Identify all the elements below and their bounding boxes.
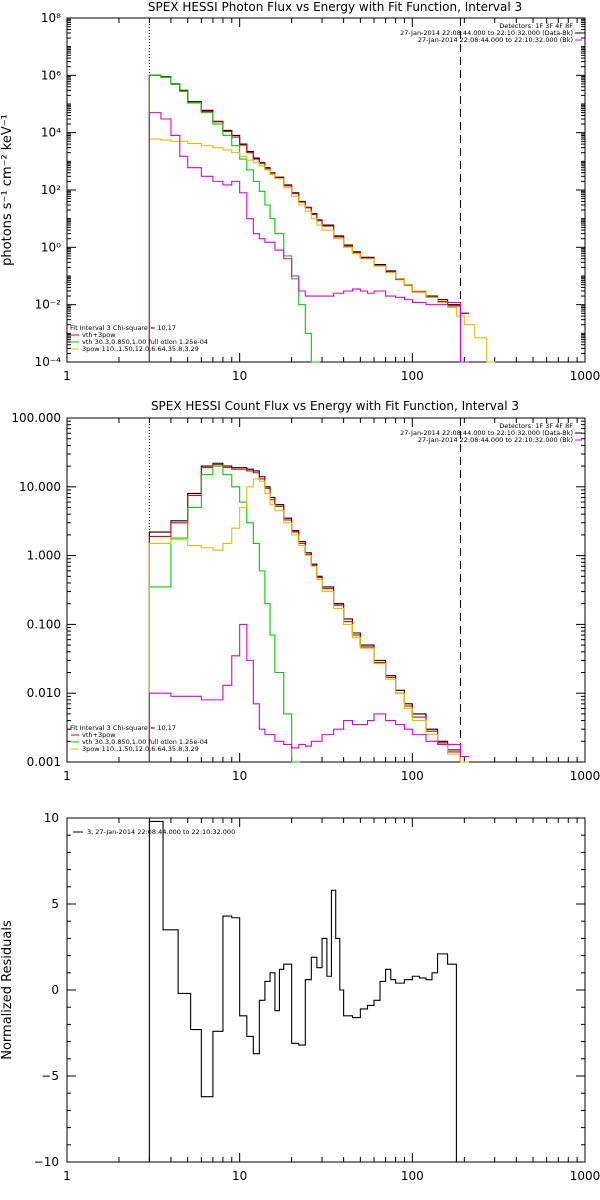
y-tick-label: 10⁸ — [41, 11, 61, 25]
y-tick-label: 10 — [44, 811, 59, 825]
legend-bottom-left-entry: vth+3pow — [82, 731, 116, 739]
y-tick-label: 1.000 — [27, 549, 61, 563]
series-data-bk — [148, 74, 469, 362]
x-tick-label: 1 — [63, 1169, 71, 1183]
panel-1-marks: 1 10 100 1000 10⁻⁴ 10⁻² 10⁰ 10² 10⁴ 10⁶ 10⁸ Detecto… — [35, 11, 600, 383]
y-tick-label: 0.001 — [27, 755, 61, 769]
count-flux-panel: SPEX HESSI Count Flux vs Energy with Fit… — [11, 399, 600, 783]
x-tick-label: 10 — [232, 1169, 247, 1183]
residuals-panel: Normalized Residuals 1 10 100 1000 −10 −5 0 5 10… — [0, 811, 600, 1183]
y-tick-label: 100.000 — [11, 411, 61, 425]
legend-entry: 3, 27-Jan-2014 22:08:44.000 to 22:10:32.… — [87, 828, 235, 836]
legend-bottom-left-entry: 3pow 110.,1.50,12.0,6.64,35.8,3.29 — [82, 345, 199, 353]
panel-2-title: SPEX HESSI Count Flux vs Energy with Fit… — [151, 399, 519, 413]
y-tick-label: 10⁶ — [41, 68, 61, 82]
legend-top-right-entry: Detectors: 1F 3F 4F 8F — [499, 422, 573, 430]
y-tick-label: 10² — [41, 183, 61, 197]
panel-3-ylabel: Normalized Residuals — [0, 920, 15, 1060]
x-tick-label: 100 — [401, 769, 424, 783]
legend-top-right-entry: Detectors: 1F 3F 4F 8F — [499, 22, 573, 30]
x-tick-label: 100 — [401, 369, 424, 383]
legend-top-right-entry: 27-Jan-2014 22:08:44.000 to 22:10:32.000… — [400, 429, 573, 437]
y-tick-label: 10⁻⁴ — [35, 355, 62, 369]
plot-frame — [66, 17, 586, 363]
panel-1-title: SPEX HESSI Photon Flux vs Energy with Fi… — [148, 0, 522, 14]
legend-bottom-left-entry: Fit Interval 3 Chi-square = 10.17 — [70, 324, 176, 332]
legend-bottom-left-entry: vth 30.3,0.850,1.00 full otlon 1.25e-04 — [82, 738, 208, 746]
legend-bottom-left-entry: vth+3pow — [82, 331, 116, 339]
y-tick-label: 0.100 — [27, 617, 61, 631]
series-vth-3pow — [148, 74, 469, 362]
legend-bottom-left-entry: 3pow 110.,1.50,12.0,6.64,35.8,3.29 — [82, 745, 199, 753]
series-vth — [148, 74, 320, 363]
photon-flux-panel: SPEX HESSI Photon Flux vs Energy with Fi… — [0, 0, 600, 383]
panel-2-marks: 1 10 100 1000 0.001 0.010 0.100 1.000 10.000 100.… — [11, 411, 600, 783]
x-tick-label: 1 — [63, 769, 71, 783]
x-tick-label: 1000 — [570, 769, 600, 783]
series-bk — [148, 623, 469, 762]
x-tick-label: 10 — [232, 769, 247, 783]
panel-3-marks: 1 10 100 1000 −10 −5 0 5 10 3, 27-Jan-2014 22:08:… — [34, 811, 600, 1183]
y-tick-label: 10⁴ — [41, 126, 61, 140]
series-bk — [148, 112, 469, 363]
x-tick-label: 1000 — [570, 369, 600, 383]
legend-top-right-entry: 27-Jan-2014 22:08:44.000 to 22:10:32.000… — [418, 36, 573, 44]
legend-bottom-left-entry: Fit Interval 3 Chi-square = 10.17 — [70, 724, 176, 732]
series-3-27-jan-2014-22-08-44-000-to-22-10-32-000 — [148, 820, 461, 1163]
y-tick-label: 10.000 — [19, 480, 61, 494]
y-tick-label: −5 — [41, 1069, 59, 1083]
series-3pow — [148, 478, 469, 763]
y-tick-label: 5 — [51, 897, 59, 911]
panel-1-ylabel: photons s⁻¹ cm⁻² keV⁻¹ — [0, 114, 15, 266]
legend-top-right-entry: 27-Jan-2014 22:08:44.000 to 22:10:32.000… — [400, 29, 573, 37]
x-tick-label: 1 — [63, 369, 71, 383]
x-tick-label: 10 — [232, 369, 247, 383]
y-tick-label: 10⁰ — [41, 240, 61, 254]
series-3pow — [148, 138, 496, 363]
series-vth-3pow — [148, 464, 469, 763]
plot-frame — [66, 417, 586, 763]
y-tick-label: 10⁻² — [35, 298, 62, 312]
legend-bottom-left-entry: vth 30.3,0.850,1.00 full otlon 1.25e-04 — [82, 338, 208, 346]
legend-top-right-entry: 27-Jan-2014 22:08:44.000 to 22:10:32.000… — [418, 436, 573, 444]
plot-frame — [66, 817, 586, 1163]
y-tick-label: 0 — [51, 983, 59, 997]
x-tick-label: 100 — [401, 1169, 424, 1183]
y-tick-label: 0.010 — [27, 686, 61, 700]
y-tick-label: −10 — [34, 1155, 59, 1169]
x-tick-label: 1000 — [570, 1169, 600, 1183]
